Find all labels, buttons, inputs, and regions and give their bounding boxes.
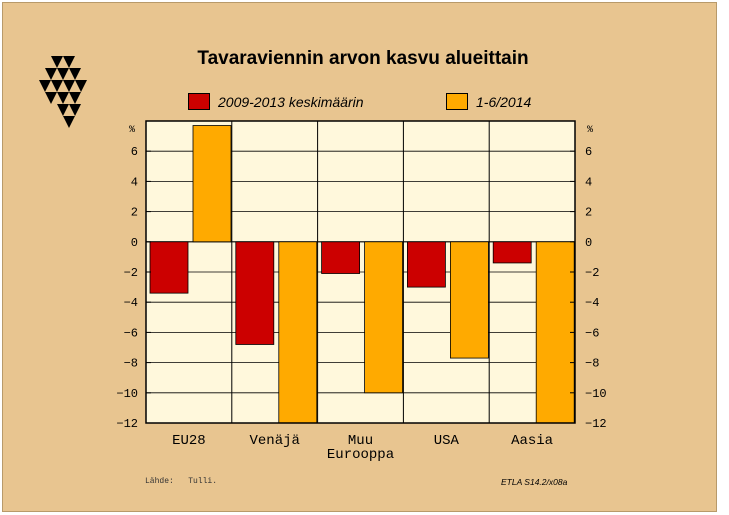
- unit-label-left: %: [129, 125, 135, 136]
- legend-label-2: 1-6/2014: [476, 93, 532, 110]
- bar-2-4: [449, 241, 489, 359]
- ytick-label-left: −8: [124, 357, 138, 371]
- category-label: Aasia: [511, 433, 553, 449]
- ytick-label-left: −10: [116, 387, 138, 401]
- ytick-label-left: 0: [131, 236, 138, 250]
- chart-title: Tavaraviennin arvon kasvu alueittain: [197, 48, 529, 69]
- legend-swatch-2: [446, 93, 468, 110]
- ytick-label-right: 4: [585, 175, 592, 189]
- bar-1-5: [492, 241, 532, 264]
- bar-1-3: [321, 241, 361, 274]
- bar-1-1: [149, 241, 189, 294]
- category-label: Muu: [348, 433, 373, 449]
- ytick-label-right: −10: [585, 387, 607, 401]
- ytick-label-right: 2: [585, 206, 592, 220]
- ytick-label-right: 6: [585, 145, 592, 159]
- legend-item-1: 2009-2013 keskimäärin: [188, 93, 364, 110]
- ytick-label-right: −12: [585, 417, 607, 431]
- ytick-label-left: 6: [131, 145, 138, 159]
- bar-2-3: [364, 241, 404, 394]
- bar-2-5: [535, 241, 575, 424]
- bar-chart: −12 −12 −10 −10 −8 −8 −6 −6 −4 −4 −2 −2 0 0 2 2 4 4 6 6% % EU…: [116, 120, 607, 463]
- bar-1-2: [235, 241, 275, 345]
- category-label: Eurooppa: [327, 447, 394, 463]
- bar-1-4: [406, 241, 446, 288]
- source-note: Lähde: Tulli.: [145, 477, 218, 486]
- category-label: Venäjä: [249, 433, 299, 449]
- etla-logo: [39, 56, 87, 128]
- ytick-label-right: −2: [585, 266, 599, 280]
- legend-label-1: 2009-2013 keskimäärin: [218, 93, 364, 110]
- ytick-label-right: −8: [585, 357, 599, 371]
- ytick-label-left: −2: [124, 266, 138, 280]
- ytick-label-left: −12: [116, 417, 138, 431]
- bar-2-1: [192, 125, 232, 243]
- category-label: EU28: [172, 433, 206, 449]
- legend-item-2: 1-6/2014: [446, 93, 531, 110]
- chart-code: ETLA S14.2/x08a: [501, 477, 568, 487]
- ytick-label-right: 0: [585, 236, 592, 250]
- bar-2-2: [278, 241, 318, 424]
- category-label: USA: [434, 433, 460, 449]
- ytick-label-right: −6: [585, 326, 599, 340]
- ytick-label-left: −6: [124, 326, 138, 340]
- legend-swatch-1: [188, 93, 210, 110]
- unit-label-right: %: [587, 125, 593, 136]
- ytick-label-left: 2: [131, 206, 138, 220]
- ytick-label-right: −4: [585, 296, 599, 310]
- chart-page: Tavaraviennin arvon kasvu alueittain 200…: [2, 2, 717, 512]
- ytick-label-left: −4: [124, 296, 138, 310]
- ytick-label-left: 4: [131, 175, 138, 189]
